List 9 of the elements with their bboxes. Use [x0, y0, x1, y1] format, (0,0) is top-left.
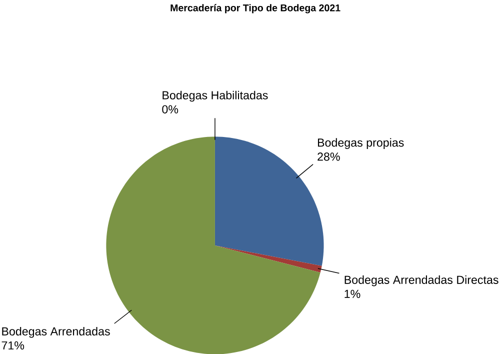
data-label: 1%: [344, 290, 360, 298]
data-label: 71%: [2, 341, 24, 350]
chart-title: Mercadería por Tipo de Bodega 2021: [170, 4, 340, 14]
category-label: Bodegas Habilitadas: [162, 90, 268, 102]
text: 0%: [162, 105, 178, 114]
slice-label: Bodegas Arrendadas: [2, 326, 110, 338]
slice-label: Bodegas Arrendadas Directas: [344, 275, 498, 286]
data-label: 28%: [318, 152, 340, 161]
slice-label: Bodegas propias: [318, 138, 404, 149]
